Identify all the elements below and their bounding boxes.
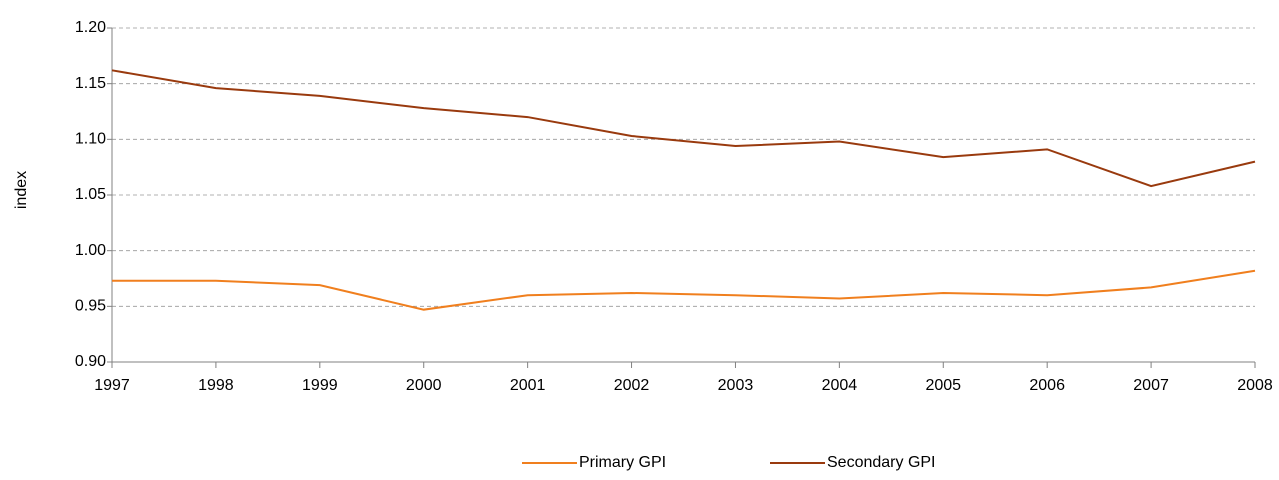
x-tick-label: 2007 — [1133, 377, 1169, 394]
legend-label: Secondary GPI — [827, 454, 936, 471]
x-tick-label: 2001 — [510, 377, 546, 394]
x-tick-label: 2008 — [1237, 377, 1273, 394]
y-tick-label: 1.20 — [75, 19, 106, 36]
y-tick-label: 1.10 — [75, 131, 106, 148]
x-tick-label: 2002 — [614, 377, 650, 394]
x-tick-label: 1997 — [94, 377, 130, 394]
x-tick-label: 2005 — [925, 377, 961, 394]
x-tick-label: 2006 — [1029, 377, 1065, 394]
series-line — [112, 269, 1256, 311]
x-tick-label: 1998 — [198, 377, 234, 394]
y-tick-label: 1.00 — [75, 242, 106, 259]
y-axis-label: index — [13, 171, 30, 209]
y-tick-label: 1.05 — [75, 186, 106, 203]
y-tick-label: 1.15 — [75, 75, 106, 92]
x-tick-label: 2004 — [822, 377, 858, 394]
x-tick-label: 1999 — [302, 377, 338, 394]
series-line — [111, 69, 1256, 188]
x-tick-label: 2000 — [406, 377, 442, 394]
y-tick-label: 0.90 — [75, 353, 106, 370]
legend-label: Primary GPI — [579, 454, 666, 471]
y-tick-label: 0.95 — [75, 298, 106, 315]
x-tick-label: 2003 — [718, 377, 754, 394]
